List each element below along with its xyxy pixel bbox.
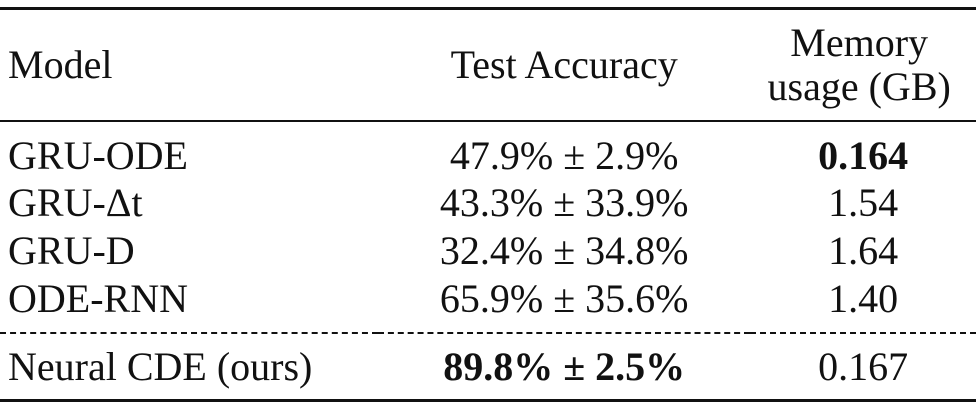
header-row: Model Test Accuracy Memory usage (GB) xyxy=(0,8,976,121)
cell: GRU-ODE xyxy=(8,132,188,178)
cell: 0.167 xyxy=(818,343,909,389)
cell: 0.164 xyxy=(818,132,909,178)
cell: Neural CDE (ours) xyxy=(8,343,313,389)
row: GRU-D 32.4% ± 34.8% 1.64 xyxy=(0,227,976,275)
header-cell: Test Accuracy xyxy=(450,42,678,88)
cell: 1.40 xyxy=(828,275,899,321)
cell: 1.64 xyxy=(828,228,899,273)
cell: 1.54 xyxy=(828,180,899,225)
cell: ODE-RNN xyxy=(8,275,188,321)
cell: 47.9% ± 2.9% xyxy=(449,132,679,178)
cell: GRU-Δt xyxy=(8,180,143,225)
cell: 32.4% ± 34.8% xyxy=(439,228,689,273)
cell: 43.3% ± 33.9% xyxy=(439,180,689,225)
row: Neural CDE (ours) 89.8% ± 2.5% 0.167 xyxy=(0,332,976,401)
cell: 65.9% ± 35.6% xyxy=(439,275,689,321)
row: GRU-Δt 43.3% ± 33.9% 1.54 xyxy=(0,179,976,227)
cell: GRU-D xyxy=(8,228,135,273)
header-cell: Model xyxy=(8,42,113,88)
row: ODE-RNN 65.9% ± 35.6% 1.40 xyxy=(0,275,976,333)
cell: 89.8% ± 2.5% xyxy=(443,343,686,389)
results-table: Model Test Accuracy Memory usage (GB) GR… xyxy=(0,7,976,402)
row: GRU-ODE 47.9% ± 2.9% 0.164 xyxy=(0,121,976,179)
header-cell: Memory usage (GB) xyxy=(767,19,951,109)
